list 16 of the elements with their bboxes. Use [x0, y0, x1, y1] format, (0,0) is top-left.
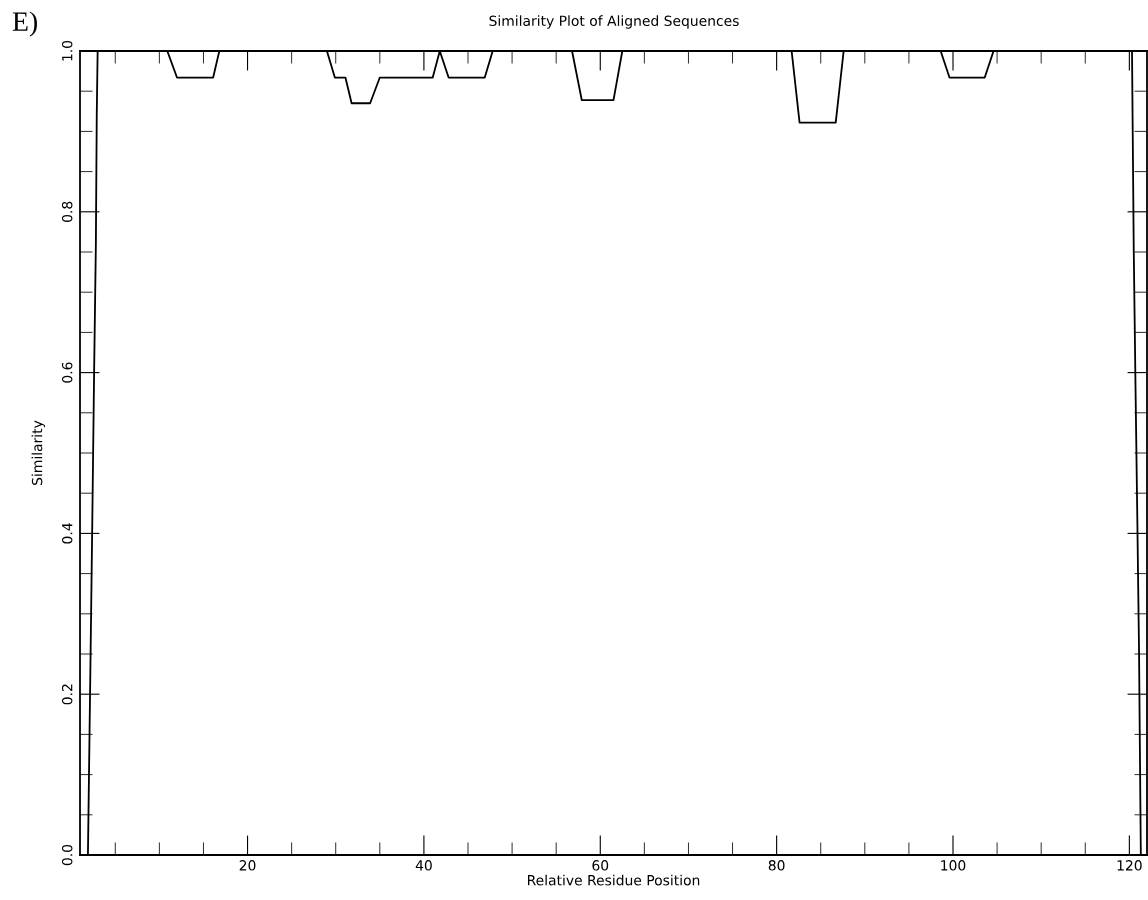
y-tick-label: 0.8 [61, 201, 73, 222]
y-axis-title: Similarity [31, 420, 46, 485]
y-tick-label: 0.2 [61, 684, 73, 705]
y-tick-label: 0.4 [61, 523, 73, 544]
y-tick-label: 0.0 [61, 844, 73, 866]
y-tick-label: 1.0 [61, 40, 73, 61]
x-tick-label: 20 [239, 860, 256, 871]
x-tick-label: 40 [415, 860, 432, 871]
text: E) [12, 11, 37, 37]
x-axis-title: Relative Residue Position [527, 874, 700, 886]
x-tick-label: 60 [592, 860, 609, 871]
chart-title: Similarity Plot of Aligned Sequences [489, 15, 739, 29]
x-tick-label: 100 [941, 860, 966, 871]
x-tick-label: 120 [1117, 860, 1142, 871]
y-tick-label: 0.6 [61, 362, 73, 383]
x-tick-label: 80 [768, 860, 785, 871]
